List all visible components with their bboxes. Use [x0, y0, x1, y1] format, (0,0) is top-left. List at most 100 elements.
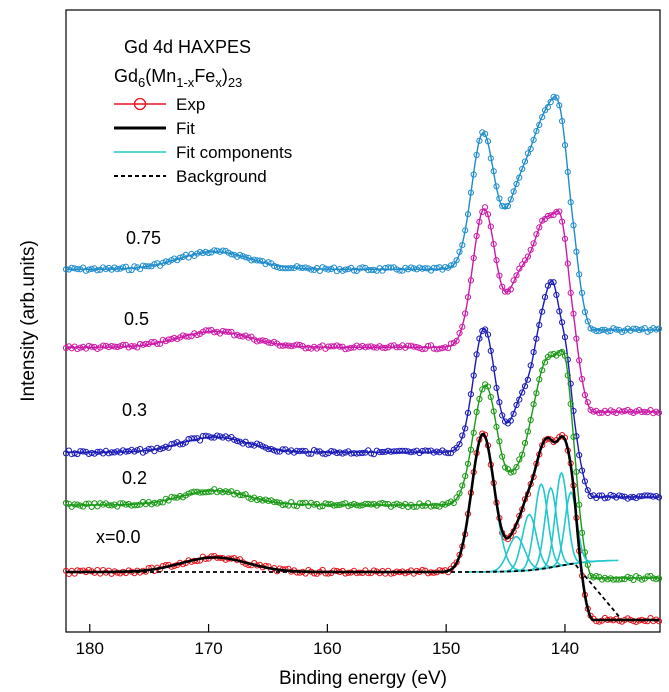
data-point	[370, 266, 377, 273]
data-point	[151, 261, 158, 268]
data-point	[422, 265, 429, 272]
data-point	[205, 433, 212, 440]
data-point	[547, 212, 554, 219]
data-point	[564, 260, 571, 267]
data-point	[450, 261, 457, 268]
data-point	[194, 488, 201, 495]
data-point	[199, 489, 206, 496]
data-point	[647, 492, 654, 499]
data-point	[222, 488, 229, 495]
data-point	[473, 232, 480, 240]
data-point	[510, 188, 517, 195]
data-point	[225, 489, 232, 496]
data-point	[211, 247, 218, 254]
data-point	[176, 254, 184, 261]
data-point	[319, 264, 326, 271]
data-point	[259, 497, 266, 504]
data-point	[108, 502, 115, 509]
data-point	[119, 264, 127, 271]
data-point	[399, 447, 406, 454]
data-point	[330, 448, 338, 455]
series-markers	[62, 93, 663, 336]
data-point	[490, 408, 497, 415]
data-point	[641, 492, 648, 499]
data-point	[519, 389, 526, 396]
x-tick-label: 140	[551, 639, 579, 658]
data-point	[251, 256, 258, 263]
data-point	[613, 326, 620, 333]
data-point	[362, 344, 369, 351]
data-point	[476, 335, 483, 342]
data-point	[499, 412, 506, 419]
data-point	[119, 500, 127, 507]
data-point	[616, 492, 623, 499]
data-point	[382, 500, 389, 507]
data-point	[216, 248, 224, 255]
data-point	[276, 264, 283, 271]
data-point	[630, 325, 637, 332]
data-point	[168, 441, 175, 448]
data-point	[62, 499, 70, 507]
legend-subtitle-part-0: Gd	[114, 66, 138, 86]
data-point	[519, 165, 526, 172]
data-point	[598, 326, 606, 334]
data-point	[77, 448, 84, 455]
data-point	[653, 326, 660, 333]
data-point	[236, 251, 243, 259]
data-point	[342, 266, 349, 273]
data-point	[68, 264, 75, 271]
data-point	[368, 267, 375, 274]
data-point	[211, 329, 218, 336]
data-point	[88, 449, 95, 457]
legend-subtitle-part-2: (Mn	[145, 66, 176, 86]
data-point	[74, 345, 81, 353]
data-point	[650, 410, 657, 417]
data-point	[559, 218, 566, 225]
data-point	[214, 489, 221, 496]
data-point	[282, 342, 289, 349]
data-point	[467, 391, 474, 398]
data-point	[521, 158, 529, 165]
data-point	[507, 469, 514, 476]
data-point	[433, 502, 440, 509]
data-point	[422, 447, 429, 454]
data-point	[425, 447, 432, 454]
data-point	[521, 439, 529, 447]
data-point	[547, 279, 554, 286]
data-point	[479, 386, 486, 393]
data-point	[650, 493, 657, 500]
data-point	[601, 495, 609, 502]
data-point	[85, 266, 92, 273]
data-point	[308, 450, 315, 457]
data-point	[524, 253, 532, 260]
data-point	[596, 328, 603, 335]
data-point	[196, 249, 204, 256]
data-point	[77, 502, 84, 509]
data-point	[430, 345, 437, 352]
data-point	[282, 265, 289, 272]
data-point	[185, 436, 192, 443]
data-point	[214, 247, 221, 254]
data-point	[467, 446, 474, 453]
data-point	[393, 266, 400, 273]
data-point	[541, 294, 549, 301]
data-point	[544, 104, 552, 111]
data-point	[105, 450, 112, 457]
data-point	[259, 337, 266, 344]
data-point	[650, 325, 657, 332]
data-point	[328, 343, 335, 350]
data-point	[573, 468, 580, 475]
data-point	[325, 343, 332, 350]
data-point	[470, 429, 477, 436]
legend-entry: Fit components	[114, 143, 292, 162]
data-point	[137, 340, 144, 348]
data-point	[507, 286, 514, 293]
data-point	[296, 500, 303, 507]
data-point	[291, 342, 298, 349]
x-axis-ticks: 180 170 160 150 140	[76, 624, 579, 658]
data-point	[194, 331, 201, 339]
series-label: 0.5	[124, 309, 149, 329]
data-point	[231, 436, 238, 443]
data-point	[176, 441, 184, 448]
data-point	[330, 502, 338, 509]
